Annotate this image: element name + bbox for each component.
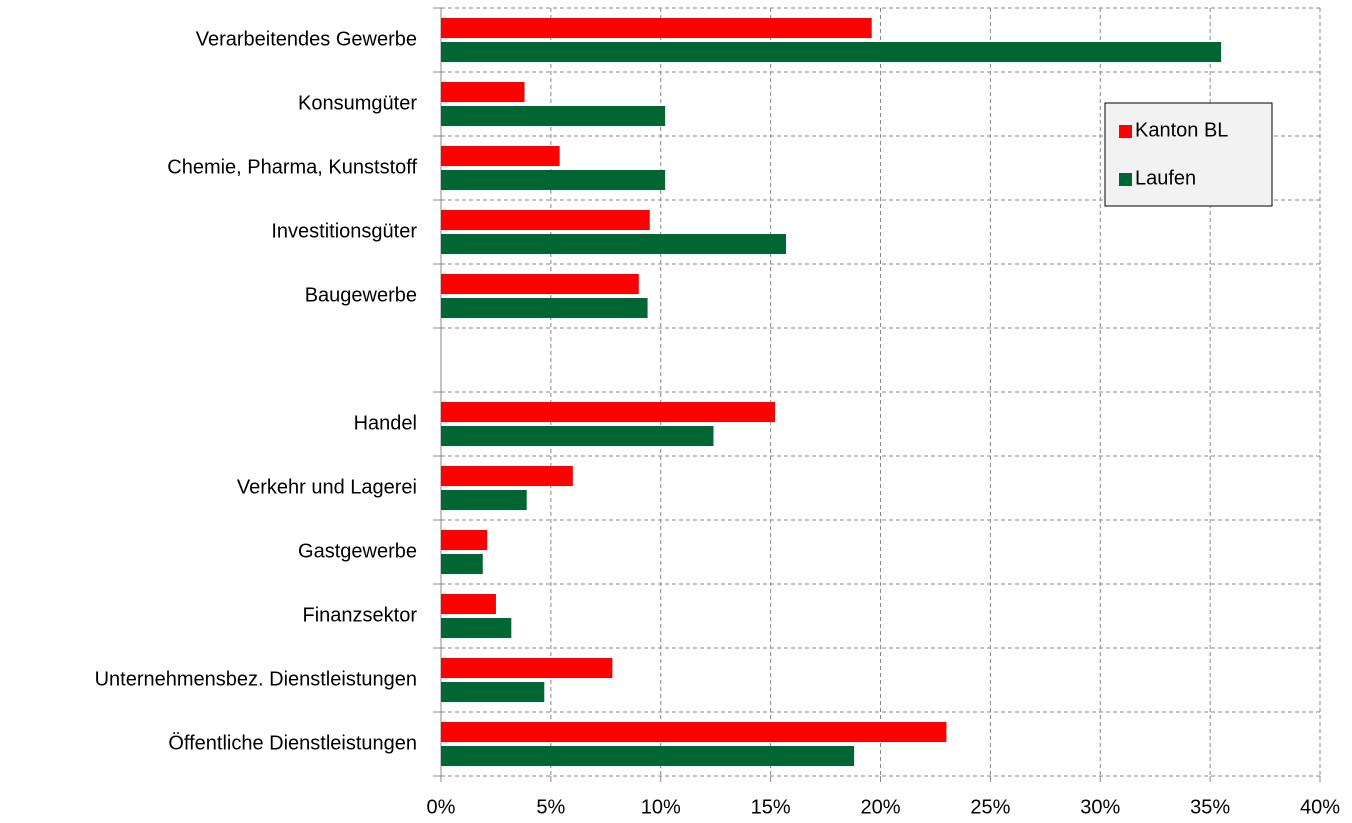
y-tick-label: Finanzsektor [303,604,418,626]
legend-label: Kanton BL [1135,119,1228,141]
y-tick-label: Baugewerbe [305,284,417,306]
bar [441,210,650,230]
y-tick-label: Chemie, Pharma, Kunststoff [167,156,417,178]
legend-swatch [1119,173,1132,186]
bar [441,530,488,550]
legend-label: Laufen [1135,167,1196,189]
bar [441,170,666,190]
y-tick-label: Investitionsgüter [271,220,417,242]
x-tick-label: 0% [427,796,456,818]
y-tick-label: Verarbeitendes Gewerbe [196,28,417,50]
x-tick-label: 30% [1080,796,1120,818]
x-tick-label: 25% [970,796,1010,818]
bar [441,658,613,678]
y-tick-label: Gastgewerbe [298,540,417,562]
bar [441,554,483,574]
bar [441,722,947,742]
x-tick-label: 15% [751,796,791,818]
bar [441,618,512,638]
bar [441,298,648,318]
bar [441,746,855,766]
x-tick-label: 20% [860,796,900,818]
x-tick-label: 5% [536,796,565,818]
x-tick-label: 35% [1190,796,1230,818]
y-tick-label: Konsumgüter [298,92,417,114]
y-tick-label: Öffentliche Dienstleistungen [168,732,417,754]
bar [441,42,1222,62]
y-tick-label: Handel [354,412,417,434]
bar [441,18,872,38]
bar [441,274,639,294]
bar [441,594,496,614]
legend-box [1104,102,1273,207]
bar [441,466,573,486]
bar [441,426,714,446]
y-tick-label: Unternehmensbez. Dienstleistungen [95,668,417,690]
bar [441,402,776,422]
bar [441,490,527,510]
bar [441,234,787,254]
bar [441,682,545,702]
bar [441,82,525,102]
bar [441,146,560,166]
y-tick-label: Verkehr und Lagerei [237,476,417,498]
x-tick-label: 40% [1300,796,1340,818]
legend-swatch [1119,125,1132,138]
x-tick-label: 10% [641,796,681,818]
bar [441,106,666,126]
